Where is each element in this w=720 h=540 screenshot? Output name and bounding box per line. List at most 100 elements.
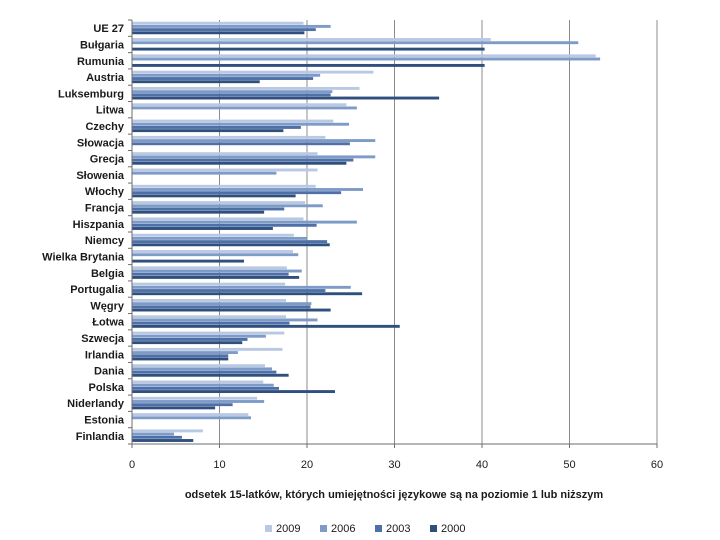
category-label: Austria (86, 72, 125, 84)
bar-2009-14 (132, 250, 293, 253)
bar-2000-20 (132, 357, 229, 361)
bar-2009-3 (132, 70, 374, 74)
bar-2009-19 (132, 331, 285, 335)
bar-2000-6 (132, 129, 284, 133)
bar-2003-8 (132, 158, 354, 162)
bar-2003-23 (132, 403, 233, 407)
bar-2000-17 (132, 308, 331, 312)
bar-2003-10 (132, 191, 342, 195)
bar-2006-22 (132, 383, 274, 387)
category-label: Niemcy (85, 235, 125, 247)
bar-2006-19 (132, 334, 266, 338)
bar-2006-0 (132, 24, 331, 28)
bar-2003-15 (132, 272, 289, 276)
bar-2006-13 (132, 236, 307, 240)
x-tick-label: 40 (476, 459, 488, 471)
x-tick-label: 10 (213, 459, 225, 471)
x-tick-label: 0 (129, 459, 135, 471)
category-label: Rumunia (77, 56, 125, 68)
bar-2009-18 (132, 315, 286, 319)
bar-2000-15 (132, 275, 300, 279)
bar-2009-10 (132, 184, 316, 188)
axes (128, 19, 658, 448)
bar-2009-20 (132, 347, 283, 351)
category-label: Hiszpania (73, 219, 125, 231)
bar-2009-2 (132, 54, 596, 58)
bar-2003-25 (132, 435, 182, 439)
bar-2003-17 (132, 305, 311, 309)
bar-2003-21 (132, 370, 277, 374)
category-label: Bułgaria (80, 39, 125, 51)
bar-2009-22 (132, 380, 264, 384)
bar-2009-25 (132, 429, 203, 433)
bar-2000-0 (132, 31, 305, 35)
category-label: Słowacja (77, 137, 125, 149)
bar-2006-25 (132, 432, 174, 436)
bar-2009-4 (132, 86, 360, 90)
legend-swatch-2003 (375, 525, 382, 532)
bar-2000-3 (132, 80, 260, 84)
bar-2006-10 (132, 188, 363, 191)
category-labels: UE 27 Bułgaria Rumunia Austria Luksemburg Lit… (42, 23, 125, 443)
legend-swatch-2000 (430, 525, 437, 532)
x-tick-label: 50 (563, 459, 575, 471)
bar-2003-0 (132, 28, 316, 32)
bar-2009-5 (132, 103, 347, 107)
bar-2009-6 (132, 119, 334, 123)
category-label: Francja (85, 203, 125, 215)
bar-2000-13 (132, 243, 330, 247)
bar-2009-24 (132, 413, 249, 417)
x-tick-label: 60 (651, 459, 663, 471)
bar-2009-8 (132, 152, 318, 156)
category-label: Finlandia (76, 431, 125, 443)
bar-2003-12 (132, 223, 317, 227)
bar-2003-7 (132, 142, 350, 146)
bar-2000-18 (132, 324, 400, 328)
legend: 2009 2006 2003 2000 (265, 523, 465, 535)
bar-2009-0 (132, 21, 304, 25)
bar-2009-23 (132, 396, 258, 400)
category-label: Litwa (96, 105, 125, 117)
legend-label-2000: 2000 (441, 523, 465, 535)
category-label: Belgia (91, 268, 125, 280)
bar-2006-7 (132, 139, 376, 143)
bar-2009-16 (132, 282, 286, 286)
legend-label-2003: 2003 (386, 523, 410, 535)
bar-2006-16 (132, 285, 351, 289)
bar-2006-4 (132, 90, 333, 94)
category-label: Węgry (90, 300, 125, 312)
bar-2006-12 (132, 220, 357, 224)
bar-2009-11 (132, 201, 306, 205)
bar-2006-20 (132, 351, 238, 355)
bar-2000-8 (132, 161, 347, 165)
bar-2003-3 (132, 77, 314, 80)
bar-2000-1 (132, 47, 485, 51)
category-label: Grecja (90, 154, 125, 166)
bar-2000-23 (132, 406, 216, 410)
bars (132, 21, 601, 442)
x-axis-title: odsetek 15-latków, których umiejętności … (185, 489, 604, 501)
bar-2000-16 (132, 292, 363, 296)
bar-2000-25 (132, 439, 194, 442)
bar-2006-9 (132, 171, 277, 175)
bar-2003-4 (132, 93, 331, 97)
bar-2000-19 (132, 341, 243, 345)
bar-2006-2 (132, 57, 601, 61)
bar-2006-3 (132, 73, 321, 77)
bar-2003-13 (132, 240, 328, 244)
bar-2003-16 (132, 289, 326, 292)
category-label: Polska (89, 382, 125, 394)
bar-2009-9 (132, 168, 318, 172)
category-label: Estonia (84, 415, 125, 427)
bar-2009-12 (132, 217, 304, 221)
bar-2009-17 (132, 298, 286, 302)
legend-swatch-2006 (320, 525, 327, 532)
bar-2006-8 (132, 155, 376, 159)
category-label: Luksemburg (58, 88, 124, 100)
category-label: Portugalia (70, 284, 125, 296)
category-label: Wielka Brytania (42, 251, 125, 263)
legend-label-2009: 2009 (276, 523, 300, 535)
bar-2003-19 (132, 338, 248, 341)
bar-2006-5 (132, 106, 357, 110)
